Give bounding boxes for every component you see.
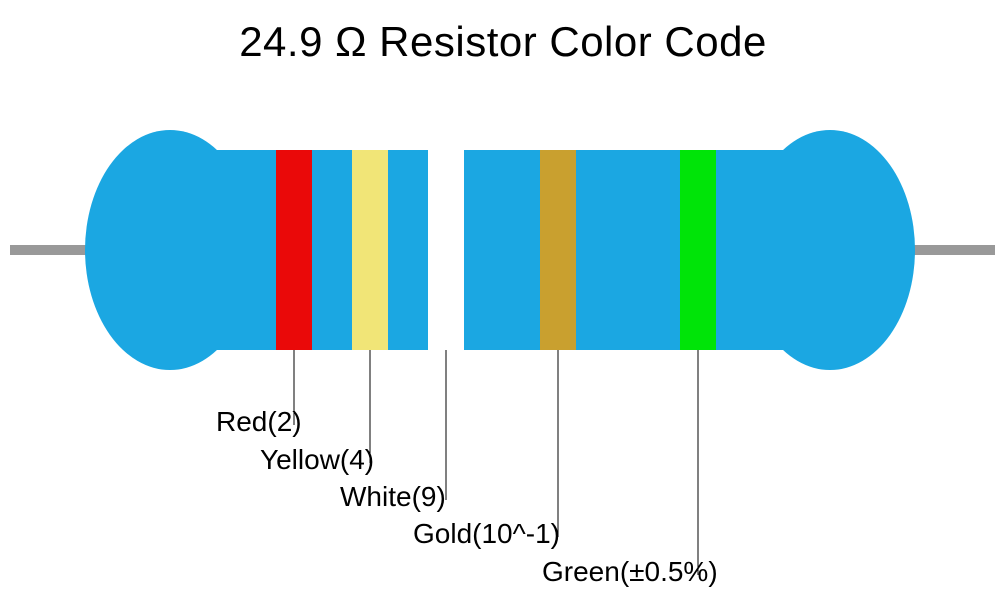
band-label-5: Green(±0.5%)	[542, 556, 718, 588]
band-label-2: Yellow(4)	[260, 444, 374, 476]
band-label-3: White(9)	[340, 481, 446, 513]
band-label-4: Gold(10^-1)	[413, 518, 560, 550]
band-2	[352, 150, 388, 350]
band-5	[680, 150, 716, 350]
band-1	[276, 150, 312, 350]
diagram-title: 24.9 Ω Resistor Color Code	[0, 18, 1006, 66]
band-4	[540, 150, 576, 350]
band-3	[428, 150, 464, 350]
resistor-diagram	[0, 0, 1006, 607]
band-label-1: Red(2)	[216, 406, 302, 438]
